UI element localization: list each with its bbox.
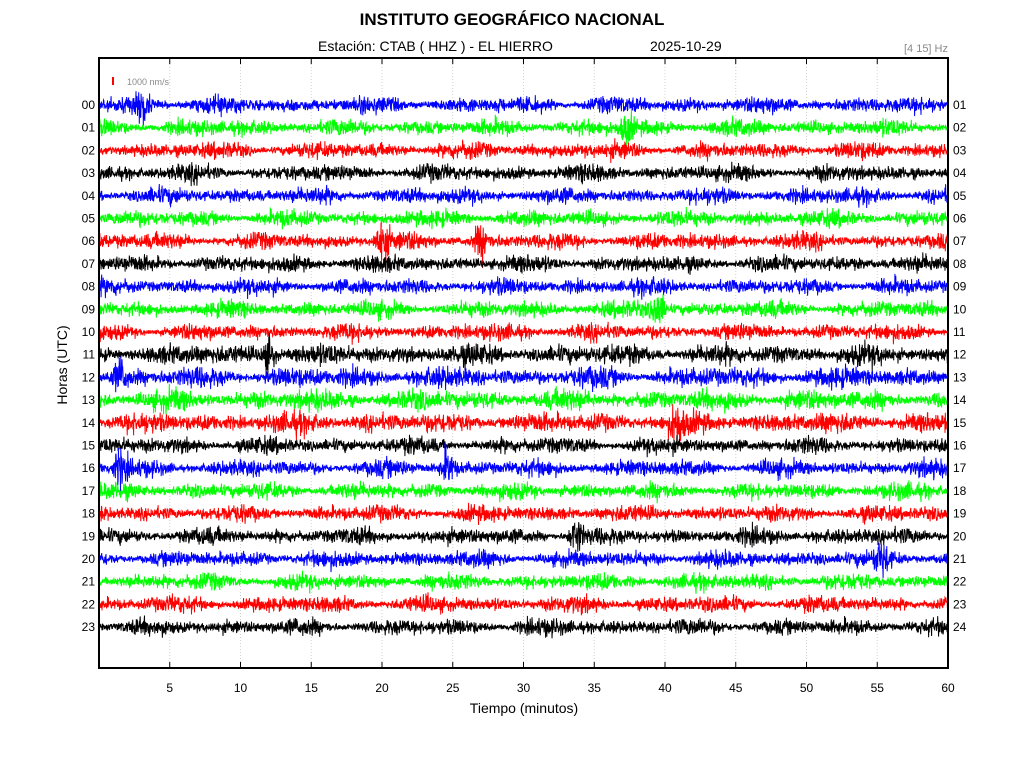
x-tick-label-60: 60 bbox=[941, 681, 955, 695]
trace-hour-08 bbox=[98, 273, 949, 300]
trace-hour-06 bbox=[98, 222, 949, 271]
trace-hour-13 bbox=[98, 383, 949, 415]
trace-hour-20 bbox=[98, 542, 949, 579]
trace-hour-15 bbox=[98, 434, 949, 458]
hour-label-right-02: 02 bbox=[953, 121, 967, 135]
trace-hour-05 bbox=[98, 206, 949, 230]
hour-label-left-12: 12 bbox=[82, 370, 96, 384]
hour-label-left-02: 02 bbox=[82, 143, 96, 157]
hour-label-left-15: 15 bbox=[82, 439, 96, 453]
hour-label-left-21: 21 bbox=[82, 575, 96, 589]
trace-hour-16 bbox=[98, 442, 949, 495]
hour-label-left-00: 00 bbox=[82, 98, 96, 112]
hour-label-left-23: 23 bbox=[82, 620, 96, 634]
x-tick-label-40: 40 bbox=[658, 681, 672, 695]
trace-hour-01 bbox=[98, 109, 949, 147]
scale-bar-label: 1000 nm/s bbox=[127, 77, 170, 87]
hour-label-right-04: 04 bbox=[953, 166, 967, 180]
hour-label-right-11: 11 bbox=[953, 325, 966, 339]
hour-label-left-05: 05 bbox=[82, 212, 96, 226]
trace-hour-00 bbox=[98, 91, 949, 126]
trace-hour-09 bbox=[98, 294, 949, 324]
hour-label-right-15: 15 bbox=[953, 416, 967, 430]
hour-label-left-17: 17 bbox=[82, 484, 96, 498]
y-axis-right-labels: 01 02 03 04 05 06 07 08 09 10 11 12 13 14 15 16 17 18 19 20… bbox=[953, 98, 967, 634]
y-axis-left-labels: 00 01 02 03 04 05 06 07 08 09 10 11 12 13 14 15 16 17 18 19… bbox=[82, 98, 96, 634]
hour-label-left-13: 13 bbox=[82, 393, 96, 407]
x-tick-label-20: 20 bbox=[375, 681, 389, 695]
x-tick-label-55: 55 bbox=[871, 681, 885, 695]
hour-label-right-05: 05 bbox=[953, 189, 967, 203]
x-tick-label-5: 5 bbox=[166, 681, 173, 695]
hour-label-right-17: 17 bbox=[953, 461, 967, 475]
x-tick-label-25: 25 bbox=[446, 681, 460, 695]
chart-title: INSTITUTO GEOGRÁFICO NACIONAL bbox=[359, 10, 665, 29]
hour-label-left-16: 16 bbox=[82, 461, 96, 475]
hour-label-right-20: 20 bbox=[953, 529, 967, 543]
filter-label: [4 15] Hz bbox=[903, 43, 948, 55]
y-axis-label: Horas (UTC) bbox=[54, 325, 70, 405]
trace-hour-23 bbox=[98, 615, 949, 639]
x-tick-label-10: 10 bbox=[234, 681, 248, 695]
hour-label-right-01: 01 bbox=[953, 98, 967, 112]
trace-hour-17 bbox=[98, 480, 949, 504]
hour-label-right-21: 21 bbox=[953, 552, 967, 566]
hour-label-right-18: 18 bbox=[953, 484, 967, 498]
x-axis-label: Tiempo (minutos) bbox=[469, 700, 579, 716]
trace-hour-18 bbox=[98, 502, 949, 526]
hour-label-left-08: 08 bbox=[82, 280, 96, 294]
hour-label-left-09: 09 bbox=[82, 302, 96, 316]
hour-label-left-20: 20 bbox=[82, 552, 96, 566]
trace-hour-14 bbox=[98, 404, 949, 444]
trace-hour-04 bbox=[98, 183, 949, 209]
hour-label-left-22: 22 bbox=[82, 597, 96, 611]
hour-label-right-07: 07 bbox=[953, 234, 967, 248]
hour-label-right-16: 16 bbox=[953, 439, 967, 453]
hour-label-right-22: 22 bbox=[953, 575, 967, 589]
x-tick-label-45: 45 bbox=[729, 681, 743, 695]
hour-label-left-07: 07 bbox=[82, 257, 96, 271]
x-tick-label-30: 30 bbox=[517, 681, 531, 695]
trace-hour-10 bbox=[98, 321, 949, 345]
hour-label-left-04: 04 bbox=[82, 189, 96, 203]
trace-hour-03 bbox=[98, 161, 949, 187]
date-label: 2025-10-29 bbox=[650, 38, 722, 54]
hour-label-right-13: 13 bbox=[953, 370, 967, 384]
hour-label-right-03: 03 bbox=[953, 143, 967, 157]
hour-label-left-10: 10 bbox=[82, 325, 96, 339]
hour-label-left-11: 11 bbox=[83, 348, 96, 362]
amplitude-scale-bar: 1000 nm/s bbox=[112, 77, 170, 87]
seismogram-traces bbox=[98, 91, 949, 639]
hour-label-right-06: 06 bbox=[953, 212, 967, 226]
station-label: Estación: CTAB ( HHZ ) - EL HIERRO bbox=[318, 38, 553, 54]
x-tick-label-15: 15 bbox=[305, 681, 319, 695]
hour-label-left-03: 03 bbox=[82, 166, 96, 180]
trace-hour-07 bbox=[98, 252, 949, 275]
hour-label-right-08: 08 bbox=[953, 257, 967, 271]
trace-hour-22 bbox=[98, 592, 949, 616]
hour-label-right-14: 14 bbox=[953, 393, 967, 407]
trace-hour-19 bbox=[98, 521, 949, 552]
hour-label-right-10: 10 bbox=[953, 302, 967, 316]
hour-label-right-23: 23 bbox=[953, 597, 967, 611]
hour-label-left-14: 14 bbox=[82, 416, 96, 430]
trace-hour-11 bbox=[98, 332, 949, 378]
hour-label-left-06: 06 bbox=[82, 234, 96, 248]
hour-label-left-18: 18 bbox=[82, 507, 96, 521]
hour-label-right-09: 09 bbox=[953, 280, 967, 294]
hour-label-right-24: 24 bbox=[953, 620, 967, 634]
x-axis-ticks: 5 10 15 20 25 30 35 40 45 50 55 60 bbox=[166, 58, 955, 695]
scale-bar-mark bbox=[112, 77, 114, 85]
x-tick-label-50: 50 bbox=[800, 681, 814, 695]
x-tick-label-35: 35 bbox=[588, 681, 602, 695]
trace-hour-02 bbox=[98, 138, 949, 164]
hour-label-right-19: 19 bbox=[953, 507, 967, 521]
trace-hour-21 bbox=[98, 570, 949, 594]
trace-hour-12 bbox=[98, 356, 949, 393]
hour-label-left-19: 19 bbox=[82, 529, 96, 543]
hour-label-left-01: 01 bbox=[82, 121, 96, 135]
hour-label-right-12: 12 bbox=[953, 348, 967, 362]
